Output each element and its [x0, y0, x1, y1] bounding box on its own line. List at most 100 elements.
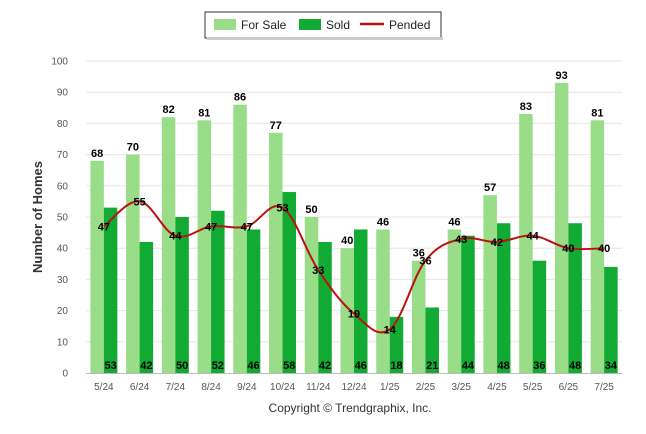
data-label-pended: 40: [598, 243, 610, 255]
y-tick-label: 50: [57, 213, 69, 224]
data-label-for-sale: 46: [377, 216, 389, 228]
bar-for-sale: [90, 160, 104, 373]
data-label-pended: 19: [348, 309, 360, 321]
data-label-sold: 48: [569, 360, 581, 372]
bar-sold: [604, 266, 618, 373]
y-tick-label: 0: [62, 369, 68, 380]
copyright-text: Copyright © Trendgraphix, Inc.: [269, 401, 432, 415]
data-label-sold: 58: [283, 360, 295, 372]
data-label-for-sale: 82: [162, 104, 174, 116]
data-label-for-sale: 46: [448, 216, 460, 228]
data-label-sold: 34: [605, 360, 618, 372]
data-labels: 68 53 47 70 42 55 82 50 44 81 52 47 86 46 47 77 58 53 50 42…: [91, 70, 618, 372]
y-tick-label: 40: [57, 244, 69, 255]
bar-for-sale: [161, 117, 176, 373]
x-tick-label: 12/24: [341, 382, 366, 393]
y-tick-label: 30: [57, 275, 69, 286]
bar-sold: [532, 260, 547, 373]
y-tick-label: 70: [57, 150, 69, 161]
data-label-for-sale: 68: [91, 148, 103, 160]
data-label-sold: 42: [140, 360, 152, 372]
bar-for-sale: [126, 154, 140, 373]
bar-for-sale: [590, 120, 605, 373]
bar-for-sale: [554, 82, 569, 373]
data-label-for-sale: 77: [270, 120, 282, 132]
legend-swatch-for-sale: [214, 19, 236, 30]
x-tick-label: 5/24: [94, 382, 114, 393]
bar-sold: [496, 223, 511, 373]
legend-box: [204, 11, 442, 39]
bar-for-sale: [376, 229, 390, 373]
bar-sold: [318, 241, 332, 373]
y-tick-label: 10: [57, 337, 69, 348]
bar-for-sale: [269, 132, 283, 373]
data-label-pended: 47: [241, 221, 253, 233]
data-label-for-sale: 83: [520, 101, 532, 113]
data-label-sold: 53: [104, 360, 116, 372]
x-tick-label: 3/25: [451, 382, 471, 393]
bar-for-sale: [340, 248, 354, 373]
data-label-pended: 55: [133, 196, 145, 208]
x-tick-label: 6/24: [130, 382, 150, 393]
x-tick-label: 2/25: [416, 382, 436, 393]
legend: For Sale Sold Pended: [204, 11, 443, 40]
bar-sold: [461, 235, 475, 373]
y-tick-label: 60: [57, 181, 69, 192]
pended-line: [103, 200, 605, 334]
x-tick-label: 11/24: [306, 382, 331, 393]
legend-swatch-sold: [299, 19, 321, 30]
y-axis-ticks: 0 10 20 30 40 50 60 70 80 90 100: [51, 57, 68, 380]
data-label-for-sale: 93: [556, 70, 568, 82]
legend-shadow: [207, 37, 443, 40]
legend-label-pended: Pended: [389, 18, 430, 32]
x-tick-label: 9/24: [237, 382, 257, 393]
bar-sold: [139, 241, 154, 373]
bar-for-sale: [304, 217, 319, 373]
bar-sold: [389, 316, 404, 373]
data-label-pended: 43: [455, 234, 467, 246]
data-label-sold: 46: [247, 360, 259, 372]
x-tick-label: 7/25: [594, 382, 614, 393]
bar-sold: [282, 192, 297, 373]
bar-for-sale: [233, 104, 247, 374]
bar-for-sale: [483, 195, 497, 373]
data-label-pended: 44: [527, 231, 540, 243]
data-label-for-sale: 86: [234, 92, 246, 104]
data-label-pended: 47: [205, 221, 217, 233]
x-tick-label: 10/24: [270, 382, 295, 393]
data-label-sold: 52: [212, 360, 224, 372]
bar-for-sale: [519, 114, 533, 373]
data-label-for-sale: 57: [484, 182, 496, 194]
data-label-for-sale: 40: [341, 235, 353, 247]
data-label-sold: 42: [319, 360, 331, 372]
pended-line-group: [103, 200, 605, 334]
bar-sold: [103, 207, 118, 373]
y-tick-label: 80: [57, 119, 69, 130]
data-label-for-sale: 50: [305, 204, 317, 216]
x-tick-label: 7/24: [166, 382, 186, 393]
y-tick-label: 20: [57, 306, 69, 317]
bars: [90, 82, 618, 374]
data-label-pended: 44: [169, 231, 182, 243]
data-label-for-sale: 70: [127, 142, 139, 154]
bar-sold: [354, 229, 368, 373]
data-label-sold: 21: [426, 360, 438, 372]
data-label-sold: 18: [390, 360, 402, 372]
bar-sold: [425, 307, 439, 373]
legend-label-sold: Sold: [326, 18, 350, 32]
y-axis-label: Number of Homes: [30, 161, 45, 273]
data-label-sold: 48: [498, 360, 510, 372]
data-label-for-sale: 36: [413, 248, 425, 260]
y-tick-label: 100: [51, 57, 68, 68]
data-label-for-sale: 81: [198, 107, 210, 119]
data-label-for-sale: 81: [591, 107, 603, 119]
data-label-pended: 42: [491, 237, 503, 249]
bar-sold: [211, 210, 225, 373]
x-tick-label: 6/25: [559, 382, 579, 393]
data-label-sold: 36: [533, 360, 545, 372]
x-tick-label: 1/25: [380, 382, 400, 393]
bar-sold: [246, 229, 261, 373]
x-tick-label: 5/25: [523, 382, 543, 393]
data-label-sold: 44: [462, 360, 475, 372]
data-label-sold: 50: [176, 360, 188, 372]
